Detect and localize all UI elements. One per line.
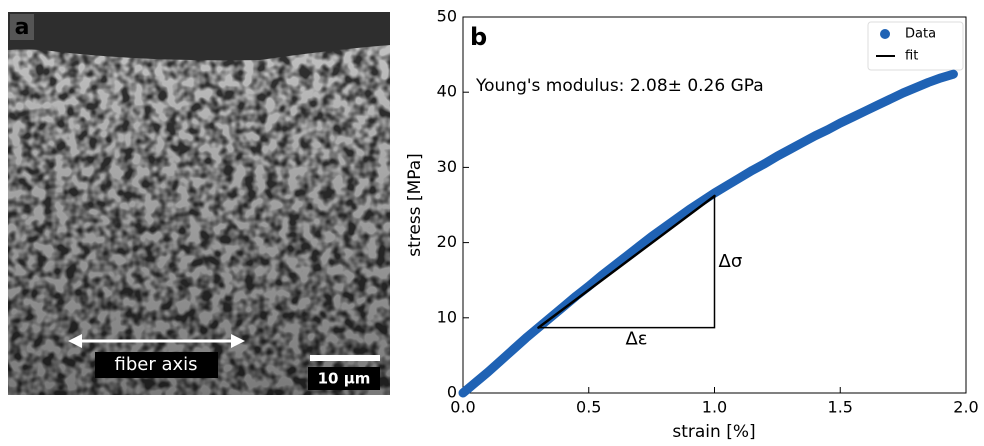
- legend-marker: [880, 29, 890, 39]
- y-tick-label: 10: [437, 307, 457, 326]
- x-axis-label: strain [%]: [672, 422, 755, 442]
- scale-bar-label: 10 µm: [318, 370, 371, 388]
- y-tick-label: 0: [447, 383, 457, 402]
- annotation: fiber axis: [114, 354, 197, 375]
- y-tick-label: 30: [437, 157, 457, 176]
- fit-line: [537, 194, 716, 329]
- legend-label: Data: [905, 27, 936, 42]
- stress-label: Δσ: [719, 251, 743, 272]
- y-tick-label: 50: [437, 7, 457, 26]
- data-curve: [458, 69, 958, 398]
- x-tick-label: 1.5: [828, 398, 853, 417]
- micrograph: a fiber axis 10 µm: [8, 12, 390, 395]
- y-axis-label: stress [MPa]: [405, 153, 425, 257]
- slope-triangle: [538, 195, 716, 329]
- y-tick-label: 40: [437, 82, 457, 101]
- x-tick-label: 2.0: [953, 398, 978, 417]
- panel-label: b: [470, 23, 487, 51]
- chart: b Young's modulus: 2.08± 0.26 GPa strain…: [405, 7, 979, 443]
- annotation: Young's modulus: 2.08± 0.26 GPa: [475, 76, 764, 96]
- x-tick-label: 1.0: [702, 398, 727, 417]
- x-tick-label: 0.0: [450, 398, 475, 417]
- legend-label: fit: [905, 49, 918, 64]
- strain-label: Δε: [625, 329, 647, 350]
- y-tick-label: 20: [437, 232, 457, 251]
- x-tick-label: 0.5: [576, 398, 601, 417]
- panel-label: a: [15, 15, 30, 40]
